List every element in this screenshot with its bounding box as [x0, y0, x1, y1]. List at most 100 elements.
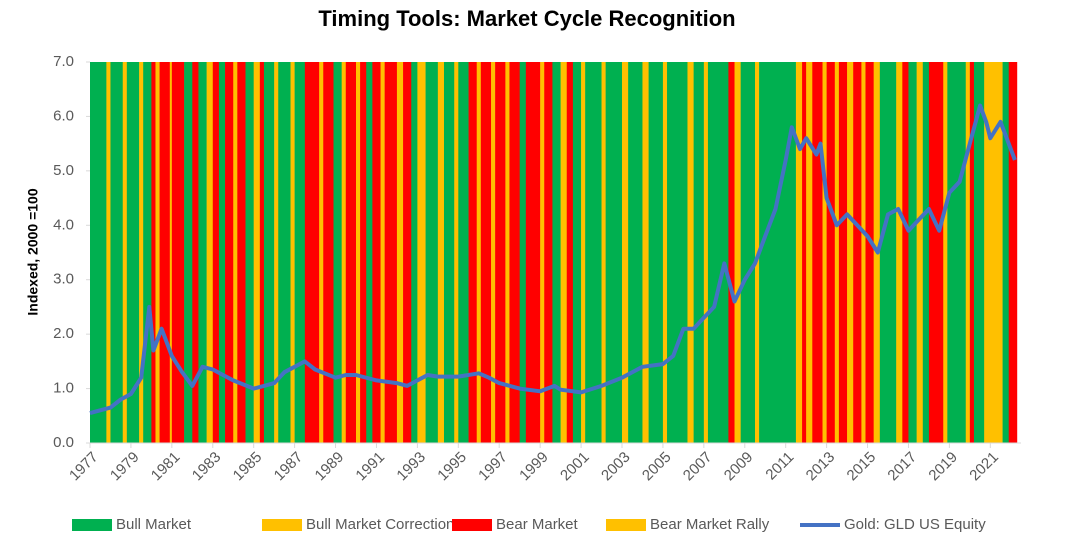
regime-band — [106, 62, 111, 443]
y-tick-label: 4.0 — [53, 216, 74, 233]
x-tick-label: 2003 — [598, 449, 634, 485]
x-tick-label: 2005 — [639, 449, 675, 485]
regime-band — [294, 62, 306, 443]
gold-line — [89, 103, 1017, 416]
regime-band — [728, 62, 735, 443]
regime-band — [795, 62, 803, 443]
regime-band — [425, 62, 439, 443]
regime-band — [143, 62, 152, 443]
regime-band — [237, 62, 246, 443]
regime-band — [544, 62, 553, 443]
regime-band — [356, 62, 361, 443]
regime-band — [566, 62, 574, 443]
legend-swatch — [72, 519, 112, 531]
regime-band — [922, 62, 930, 443]
regime-band — [990, 62, 995, 443]
regime-band — [341, 62, 347, 443]
x-tick-label: 2013 — [803, 449, 839, 485]
regime-band — [601, 62, 606, 443]
regime-band — [834, 62, 840, 443]
legend-swatch — [606, 519, 646, 531]
legend-label: Bear Market Rally — [650, 516, 770, 533]
regime-band — [585, 62, 602, 443]
x-tick-label: 2007 — [680, 449, 716, 485]
regime-band — [865, 62, 874, 443]
y-tick-label: 7.0 — [53, 53, 74, 70]
y-tick-label: 3.0 — [53, 271, 74, 288]
regime-band — [740, 62, 756, 443]
y-tick-label: 6.0 — [53, 107, 74, 124]
regime-band — [879, 62, 897, 443]
regime-band — [572, 62, 582, 443]
x-tick-label: 1979 — [107, 449, 143, 485]
regime-band — [171, 62, 185, 443]
regime-band — [947, 62, 967, 443]
x-tick-label: 1997 — [475, 449, 511, 485]
regime-band — [943, 62, 948, 443]
regime-band — [290, 62, 295, 443]
chart-title: Timing Tools: Market Cycle Recognition — [318, 6, 735, 31]
legend-swatch — [452, 519, 492, 531]
x-tick-label: 2017 — [884, 449, 920, 485]
regime-band — [1008, 62, 1018, 443]
regime-band — [628, 62, 643, 443]
regime-band — [411, 62, 418, 443]
regime-band — [642, 62, 649, 443]
regime-band — [662, 62, 668, 443]
regime-band — [969, 62, 975, 443]
y-tick-label: 5.0 — [53, 162, 74, 179]
y-tick-label: 2.0 — [53, 325, 74, 342]
regime-band — [984, 62, 991, 443]
regime-band — [458, 62, 469, 443]
regime-band — [212, 62, 220, 443]
regime-band — [245, 62, 254, 443]
regime-band — [861, 62, 866, 443]
regime-band — [509, 62, 520, 443]
regime-band — [274, 62, 279, 443]
regime-band — [233, 62, 238, 443]
x-tick-label: 2019 — [925, 449, 961, 485]
y-tick-label: 0.0 — [53, 434, 74, 451]
regime-band — [366, 62, 373, 443]
regime-band — [703, 62, 709, 443]
regime-band — [973, 62, 985, 443]
legend-label: Bear Market — [496, 516, 579, 533]
regime-band — [560, 62, 568, 443]
x-tick-label: 1977 — [66, 449, 102, 485]
regime-band — [916, 62, 924, 443]
regime-band — [505, 62, 510, 443]
regime-band — [225, 62, 234, 443]
regime-band — [253, 62, 261, 443]
regime-band — [437, 62, 445, 443]
x-tick-label: 1983 — [189, 449, 225, 485]
x-tick-label: 1985 — [230, 449, 266, 485]
regime-band — [198, 62, 207, 443]
x-tick-label: 1995 — [434, 449, 470, 485]
x-tick-label: 1987 — [271, 449, 307, 485]
x-tick-label: 2021 — [966, 449, 1002, 485]
regime-band — [965, 62, 971, 443]
x-tick-label: 2015 — [844, 449, 880, 485]
regime-band — [806, 62, 813, 443]
regime-band — [122, 62, 128, 443]
legend-label: Gold: GLD US Equity — [844, 516, 986, 533]
regime-band — [417, 62, 426, 443]
y-tick-label: 1.0 — [53, 380, 74, 397]
regime-band — [323, 62, 334, 443]
regime-band — [110, 62, 124, 443]
regime-band — [928, 62, 944, 443]
regime-band — [480, 62, 492, 443]
regime-band — [90, 62, 107, 443]
regime-band — [184, 62, 193, 443]
regime-band — [345, 62, 357, 443]
regime-band — [263, 62, 275, 443]
regime-band — [259, 62, 265, 443]
regime-band — [218, 62, 226, 443]
regime-band — [443, 62, 455, 443]
regime-band — [853, 62, 862, 443]
x-tick-label: 1989 — [312, 449, 348, 485]
regime-band — [908, 62, 917, 443]
x-tick-label: 2009 — [721, 449, 757, 485]
regime-band — [206, 62, 214, 443]
